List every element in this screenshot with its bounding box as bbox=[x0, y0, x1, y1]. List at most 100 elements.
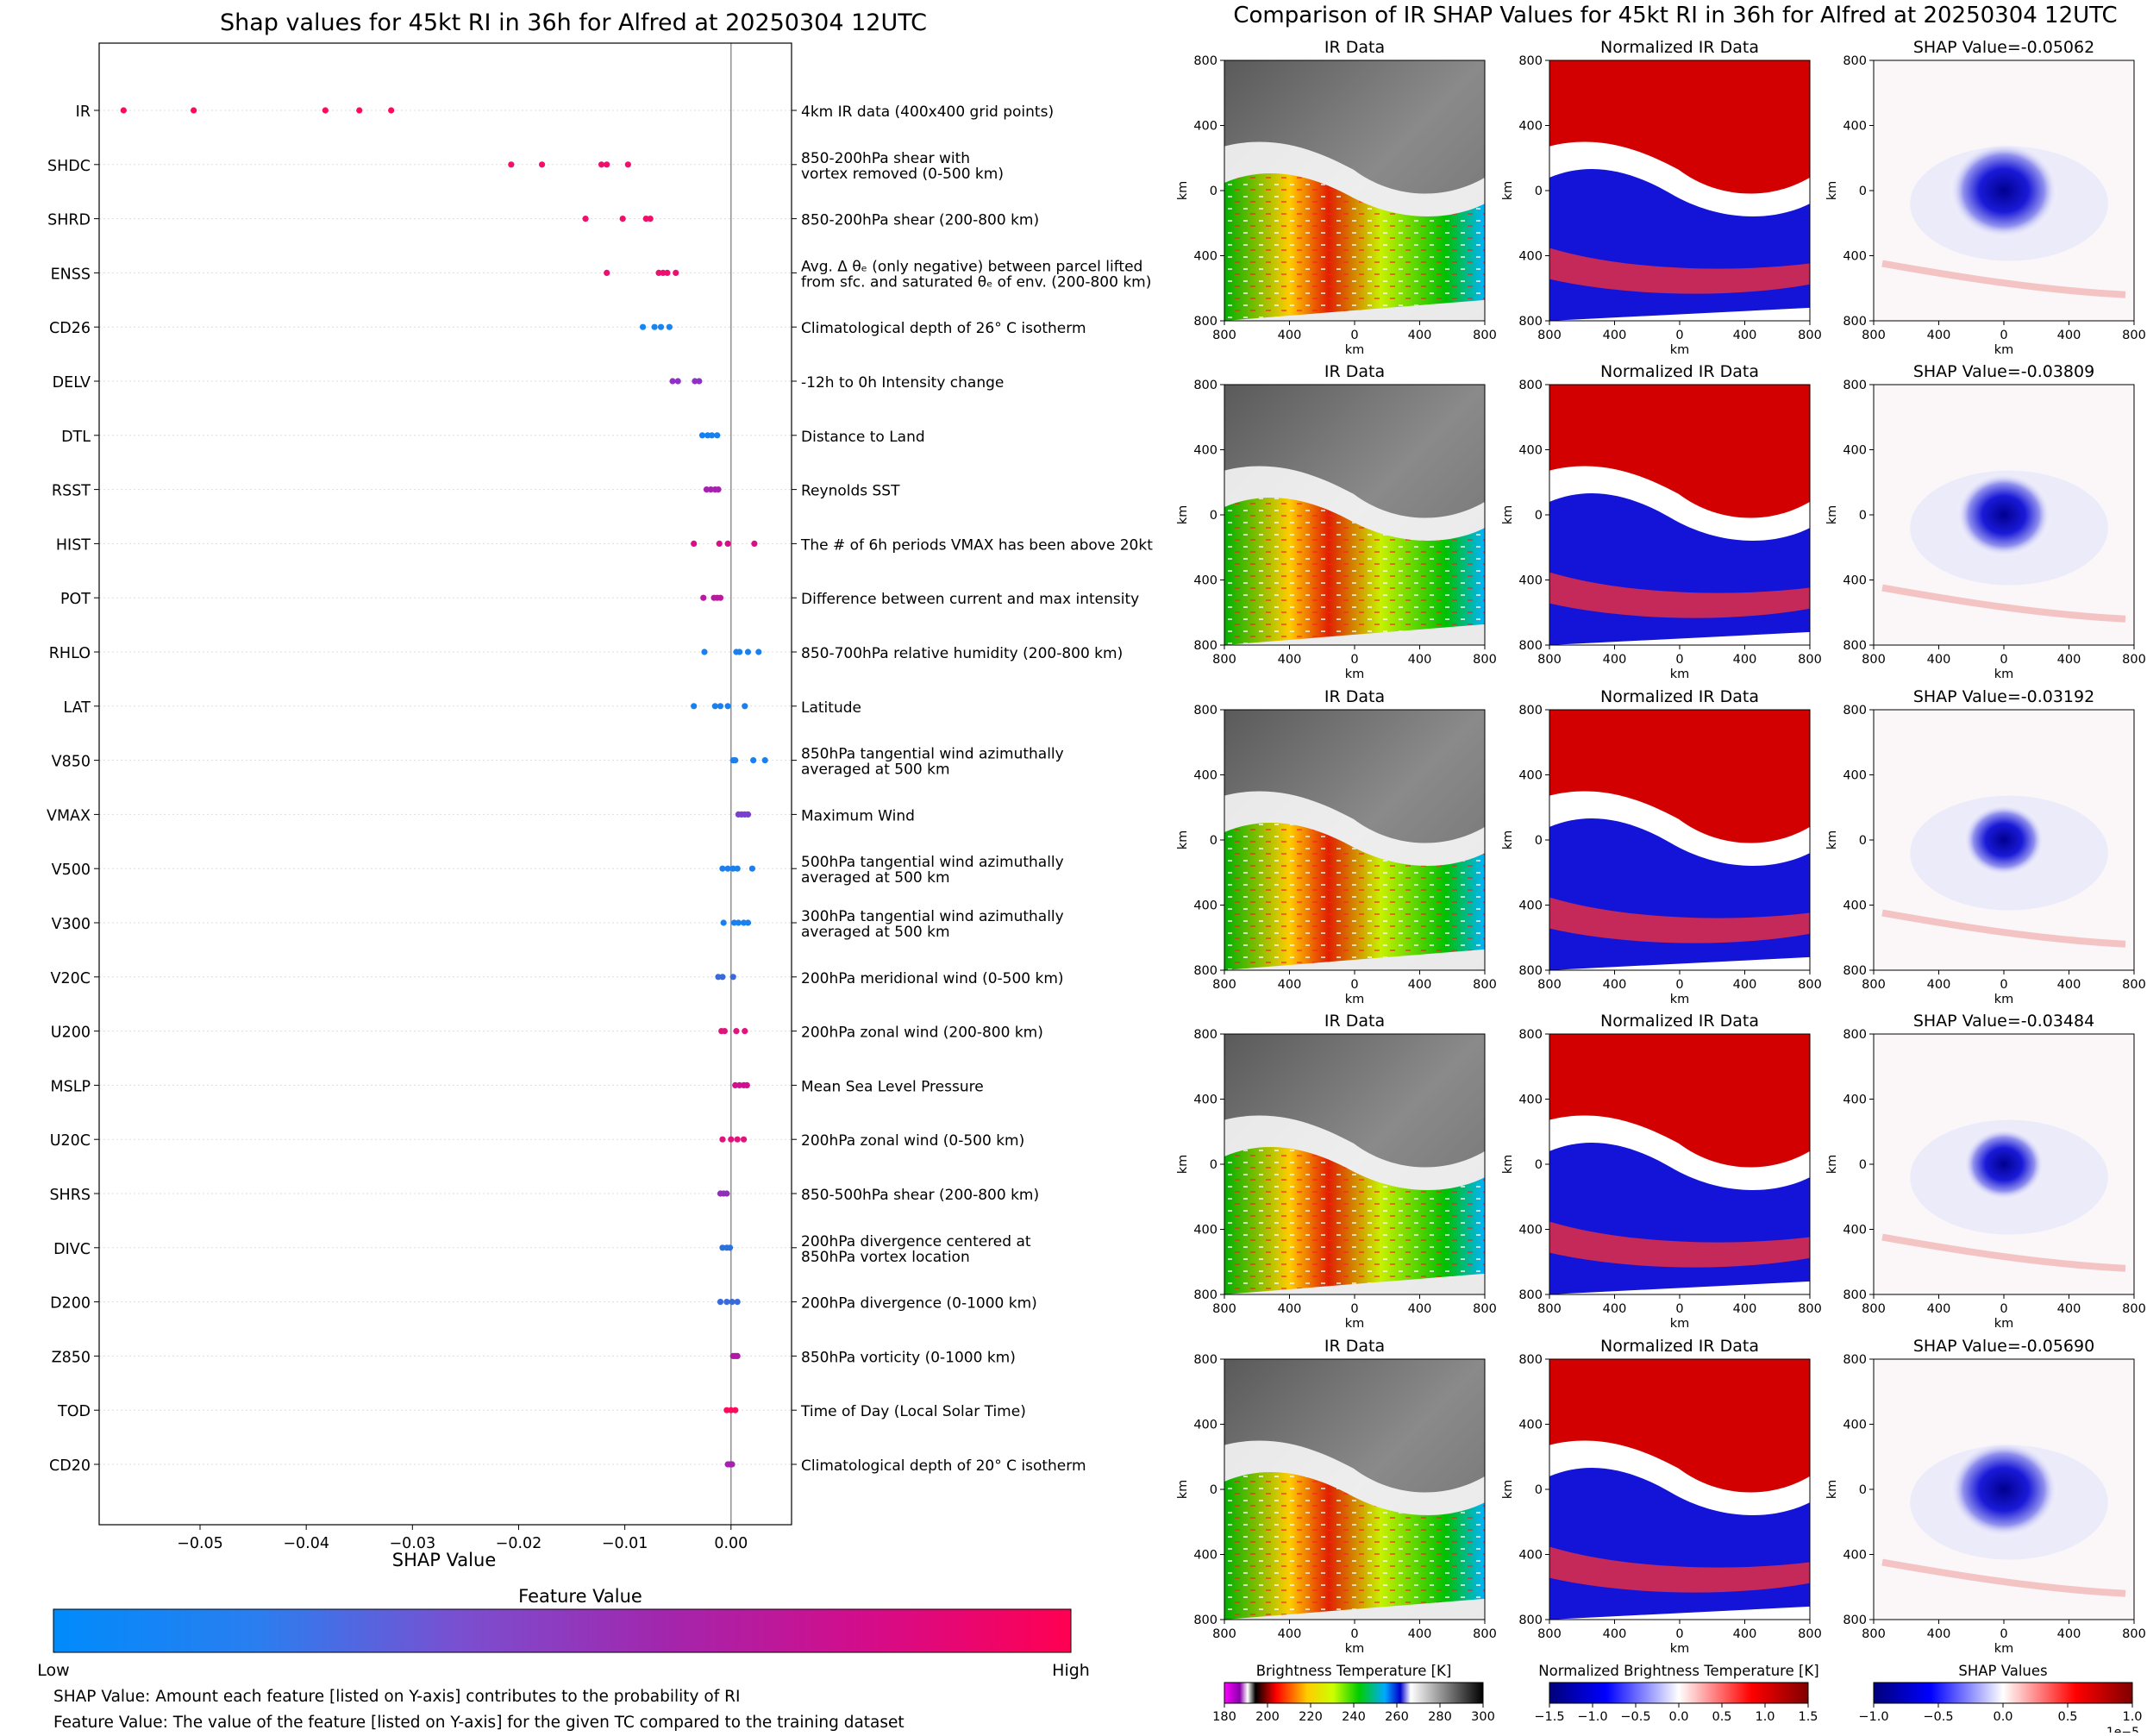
panel-ylabel: km bbox=[1501, 830, 1515, 850]
shap-point-enss bbox=[655, 269, 662, 276]
panel-x-tick-label: 0 bbox=[1675, 1302, 1683, 1316]
panel-x-tick-label: 0 bbox=[1675, 329, 1683, 342]
shap-title: SHAP Value=-0.05062 bbox=[1913, 38, 2094, 57]
shap-point-shrd bbox=[642, 216, 649, 222]
colorbar-tick-label: 1.0 bbox=[2122, 1710, 2142, 1724]
panel-xlabel: km bbox=[1670, 1317, 1690, 1331]
panel-y-tick-label: 800 bbox=[1193, 1614, 1217, 1627]
panel-ylabel: km bbox=[1825, 830, 1839, 850]
panel-y-tick-label: 0 bbox=[1535, 1483, 1543, 1497]
panel-ylabel: km bbox=[1176, 1155, 1190, 1175]
shap-point-hist bbox=[751, 540, 758, 548]
feature-name-enss: ENSS bbox=[51, 266, 91, 283]
panel-y-tick-label: 400 bbox=[1518, 250, 1543, 264]
panel-y-tick-label: 800 bbox=[1518, 1353, 1543, 1367]
panel-xlabel: km bbox=[1994, 667, 2014, 681]
colorbar-strip bbox=[1873, 1682, 2133, 1704]
panel-xlabel: km bbox=[1345, 993, 1365, 1006]
panel-x-tick-label: 400 bbox=[1927, 653, 1951, 667]
panel-x-tick-label: 0 bbox=[1675, 1627, 1683, 1641]
panel-xlabel: km bbox=[1994, 1642, 2014, 1656]
colorbar-tick-label: 1.0 bbox=[1755, 1710, 1775, 1724]
feature-description-delv: -12h to 0h Intensity change bbox=[801, 374, 1004, 392]
panel-y-tick-label: 0 bbox=[1210, 834, 1217, 848]
feature-name-rsst: RSST bbox=[52, 483, 91, 500]
feature-description-rhlo: 850-700hPa relative humidity (200-800 km… bbox=[801, 645, 1123, 662]
feature-description-cd26: Climatological depth of 26° C isotherm bbox=[801, 320, 1086, 337]
panel-xlabel: km bbox=[1994, 993, 2014, 1006]
panel-x-tick-label: 400 bbox=[1278, 653, 1302, 667]
panel-x-tick-label: 400 bbox=[1927, 1627, 1951, 1641]
feature-description-shdc: vortex removed (0-500 km) bbox=[801, 166, 1004, 183]
panel-x-tick-label: 400 bbox=[1733, 1302, 1757, 1316]
feature-name-rhlo: RHLO bbox=[49, 645, 91, 662]
panel-y-tick-label: 800 bbox=[1518, 379, 1543, 392]
shap-point-lat bbox=[711, 703, 718, 710]
panel-x-tick-label: 800 bbox=[2122, 1302, 2146, 1316]
colorbar-tick-label: 0.5 bbox=[1712, 1710, 1731, 1724]
panel-x-tick-label: 800 bbox=[1798, 329, 1822, 342]
shap-point-mslp bbox=[732, 1081, 739, 1088]
panel-ylabel: km bbox=[1501, 181, 1515, 201]
colorbar-tick-label: 1.5 bbox=[1798, 1710, 1818, 1724]
panel-x-tick-label: 800 bbox=[1473, 653, 1497, 667]
shap-point-dtl bbox=[714, 432, 721, 439]
shap-point-d200 bbox=[723, 1299, 730, 1306]
panel-x-tick-label: 800 bbox=[1212, 978, 1236, 992]
feature-description-enss: from sfc. and saturated θₑ of env. (200-… bbox=[801, 273, 1151, 291]
shap-point-delv bbox=[674, 378, 681, 385]
panel-x-tick-label: 800 bbox=[1473, 329, 1497, 342]
shap-point-u20c bbox=[728, 1136, 735, 1143]
panel-x-tick-label: 0 bbox=[1675, 978, 1683, 992]
shap-point-u200 bbox=[742, 1028, 748, 1035]
panel-y-tick-label: 800 bbox=[1843, 1353, 1867, 1367]
feature-name-delv: DELV bbox=[53, 374, 91, 392]
panel-y-tick-label: 800 bbox=[1843, 639, 1867, 653]
panel-xlabel: km bbox=[1994, 343, 2014, 357]
normalized-ir-title: Normalized IR Data bbox=[1600, 687, 1759, 706]
shap-point-v500 bbox=[719, 865, 726, 872]
panel-y-tick-label: 400 bbox=[1193, 1224, 1217, 1238]
feature-description-divc: 200hPa divergence centered at bbox=[801, 1233, 1031, 1250]
panel-xlabel: km bbox=[1670, 667, 1690, 681]
panel-ylabel: km bbox=[1501, 505, 1515, 525]
panel-ylabel: km bbox=[1501, 1155, 1515, 1175]
feature-colorbar-high: High bbox=[1052, 1661, 1090, 1680]
shap-title: SHAP Value=-0.03484 bbox=[1913, 1012, 2094, 1031]
panel-y-tick-label: 800 bbox=[1518, 54, 1543, 68]
ir-colorbars: Brightness Temperature [K] 180 200 220 240 26… bbox=[1212, 1663, 2142, 1736]
panel-y-tick-label: 800 bbox=[1518, 639, 1543, 653]
panel-y-tick-label: 800 bbox=[1518, 964, 1543, 978]
panel-y-tick-label: 800 bbox=[1193, 639, 1217, 653]
panel-y-tick-label: 400 bbox=[1843, 1094, 1867, 1107]
panel-y-tick-label: 400 bbox=[1518, 574, 1543, 588]
normalized-warm-streak bbox=[1549, 248, 1810, 294]
ir-texture bbox=[1224, 1147, 1485, 1294]
shap-positive-streak bbox=[1881, 909, 2126, 948]
shap-point-hist bbox=[716, 540, 723, 548]
panel-y-tick-label: 400 bbox=[1193, 899, 1217, 913]
feature-name-v300: V300 bbox=[52, 916, 91, 933]
panel-x-tick-label: 0 bbox=[1350, 1302, 1358, 1316]
shap-point-delv bbox=[692, 378, 698, 385]
shap-point-shrs bbox=[723, 1190, 730, 1197]
shap-point-d200 bbox=[717, 1299, 724, 1306]
shap-point-cd20 bbox=[729, 1461, 735, 1468]
shap-positive-streak bbox=[1881, 260, 2126, 298]
shap-point-v20c bbox=[719, 974, 726, 981]
shap-positive-streak bbox=[1881, 584, 2126, 623]
panel-x-tick-label: 400 bbox=[1278, 1627, 1302, 1641]
shap-point-shrd bbox=[619, 216, 626, 222]
normalized-ir-title: Normalized IR Data bbox=[1600, 1012, 1759, 1031]
feature-description-divc: 850hPa vortex location bbox=[801, 1249, 970, 1266]
panel-x-tick-label: 400 bbox=[2057, 1302, 2081, 1316]
panel-y-tick-label: 0 bbox=[1859, 834, 1867, 848]
shap-point-ir bbox=[356, 107, 363, 114]
normalized-ir-panel bbox=[1549, 60, 1810, 321]
panel-y-tick-label: 400 bbox=[1193, 120, 1217, 134]
shap-point-v850 bbox=[750, 757, 757, 764]
shap-point-v300 bbox=[730, 919, 738, 926]
panel-xlabel: km bbox=[1345, 1317, 1365, 1331]
panel-ylabel: km bbox=[1825, 505, 1839, 525]
